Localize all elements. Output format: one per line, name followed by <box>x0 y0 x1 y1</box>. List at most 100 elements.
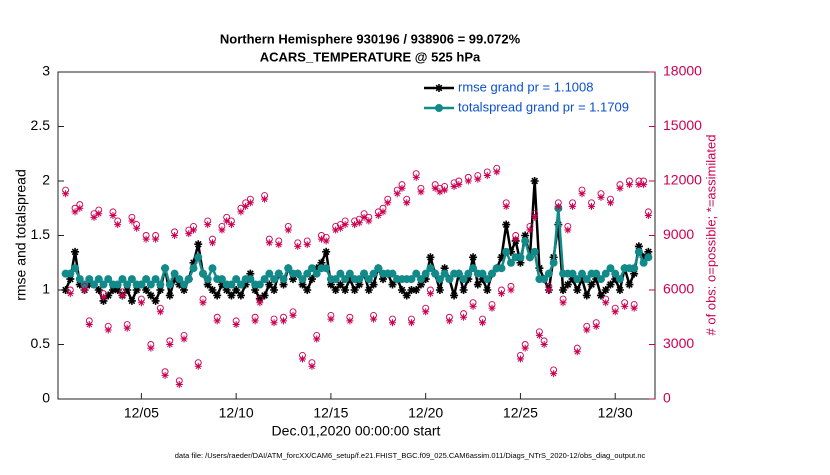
marker-asterisk <box>488 304 496 312</box>
marker-asterisk <box>66 290 74 298</box>
marker-circle <box>322 264 331 273</box>
marker-asterisk <box>312 264 321 273</box>
marker-circle <box>265 269 274 278</box>
y-tick-label: 0.5 <box>31 335 51 351</box>
marker-circle <box>521 236 530 245</box>
marker-asterisk <box>469 302 477 310</box>
marker-asterisk <box>440 264 449 273</box>
marker-asterisk <box>298 280 307 289</box>
marker-circle <box>194 253 203 262</box>
marker-asterisk <box>142 286 151 294</box>
marker-asterisk <box>307 275 316 284</box>
marker-asterisk <box>270 319 278 327</box>
marker-circle <box>435 104 443 112</box>
marker-asterisk <box>630 304 638 312</box>
marker-asterisk <box>303 286 312 294</box>
marker-circle <box>634 247 643 256</box>
marker-asterisk <box>441 186 449 194</box>
marker-circle <box>71 264 80 273</box>
marker-circle <box>260 275 269 284</box>
marker-asterisk <box>133 224 141 232</box>
marker-asterisk <box>384 199 392 207</box>
marker-asterisk <box>171 232 179 239</box>
y-tick-label: 0 <box>42 390 50 406</box>
marker-asterisk <box>99 296 108 305</box>
marker-circle <box>246 275 255 284</box>
marker-circle <box>592 269 601 278</box>
marker-asterisk <box>616 184 624 192</box>
y-tick-label: 3 <box>42 63 50 79</box>
marker-asterisk <box>615 286 624 294</box>
marker-circle <box>525 253 534 262</box>
marker-asterisk <box>621 302 629 310</box>
marker-asterisk <box>583 326 591 334</box>
marker-circle <box>388 269 397 278</box>
marker-asterisk <box>308 362 316 370</box>
x-tick-label: 12/15 <box>313 405 348 421</box>
marker-asterisk <box>516 258 525 267</box>
marker-asterisk <box>246 269 255 278</box>
marker-asterisk <box>573 348 581 356</box>
marker-asterisk <box>530 177 539 185</box>
marker-asterisk <box>223 217 231 225</box>
marker-circle <box>341 275 350 284</box>
marker-asterisk <box>275 241 283 249</box>
marker-asterisk <box>127 296 136 305</box>
marker-asterisk <box>535 331 543 339</box>
marker-circle <box>312 269 321 278</box>
marker-circle <box>611 269 620 278</box>
marker-circle <box>180 280 189 289</box>
marker-asterisk <box>478 275 487 284</box>
marker-asterisk <box>128 217 136 225</box>
marker-circle <box>544 269 553 278</box>
marker-circle <box>369 269 378 278</box>
y2-axis-label: # of obs: o=possible; *=assimilated <box>703 135 718 336</box>
marker-asterisk <box>435 84 443 92</box>
marker-asterisk <box>222 286 231 294</box>
plot-frame <box>57 71 656 400</box>
marker-asterisk <box>190 226 198 234</box>
marker-asterisk <box>526 226 534 234</box>
marker-asterisk <box>241 280 250 289</box>
marker-asterisk <box>412 286 421 294</box>
marker-circle <box>502 247 511 256</box>
y-tick-label: 1 <box>42 281 50 297</box>
marker-asterisk <box>639 253 648 262</box>
marker-asterisk <box>294 242 302 250</box>
marker-asterisk <box>435 286 444 294</box>
marker-asterisk <box>95 210 103 218</box>
marker-asterisk <box>156 308 164 316</box>
marker-asterisk <box>502 220 511 229</box>
legend: rmse grand pr = 1.1008 totalspread grand … <box>420 78 652 120</box>
marker-circle <box>156 280 165 289</box>
marker-asterisk <box>507 286 515 294</box>
marker-circle <box>345 269 354 278</box>
marker-asterisk <box>407 319 415 327</box>
marker-asterisk <box>587 280 596 289</box>
marker-circle <box>360 269 369 278</box>
marker-asterisk <box>497 290 505 298</box>
marker-asterisk <box>114 221 122 229</box>
marker-circle <box>416 275 425 284</box>
marker-asterisk <box>265 280 274 289</box>
marker-asterisk <box>573 286 582 294</box>
marker-asterisk <box>81 286 89 294</box>
marker-asterisk <box>644 247 653 256</box>
marker-asterisk <box>246 199 254 207</box>
marker-asterisk <box>170 275 179 284</box>
x-tick-label: 12/25 <box>503 405 538 421</box>
marker-circle <box>355 275 364 284</box>
y2-tick-label: 6000 <box>663 281 694 297</box>
marker-asterisk <box>76 204 84 212</box>
marker-asterisk <box>265 239 273 247</box>
marker-circle <box>255 280 264 289</box>
marker-circle <box>184 275 193 284</box>
marker-asterisk <box>602 299 610 307</box>
marker-asterisk <box>175 380 183 388</box>
marker-circle <box>464 269 473 278</box>
marker-circle <box>270 275 279 284</box>
marker-circle <box>203 275 212 284</box>
marker-asterisk <box>445 317 453 325</box>
marker-circle <box>601 269 610 278</box>
marker-circle <box>127 275 136 284</box>
